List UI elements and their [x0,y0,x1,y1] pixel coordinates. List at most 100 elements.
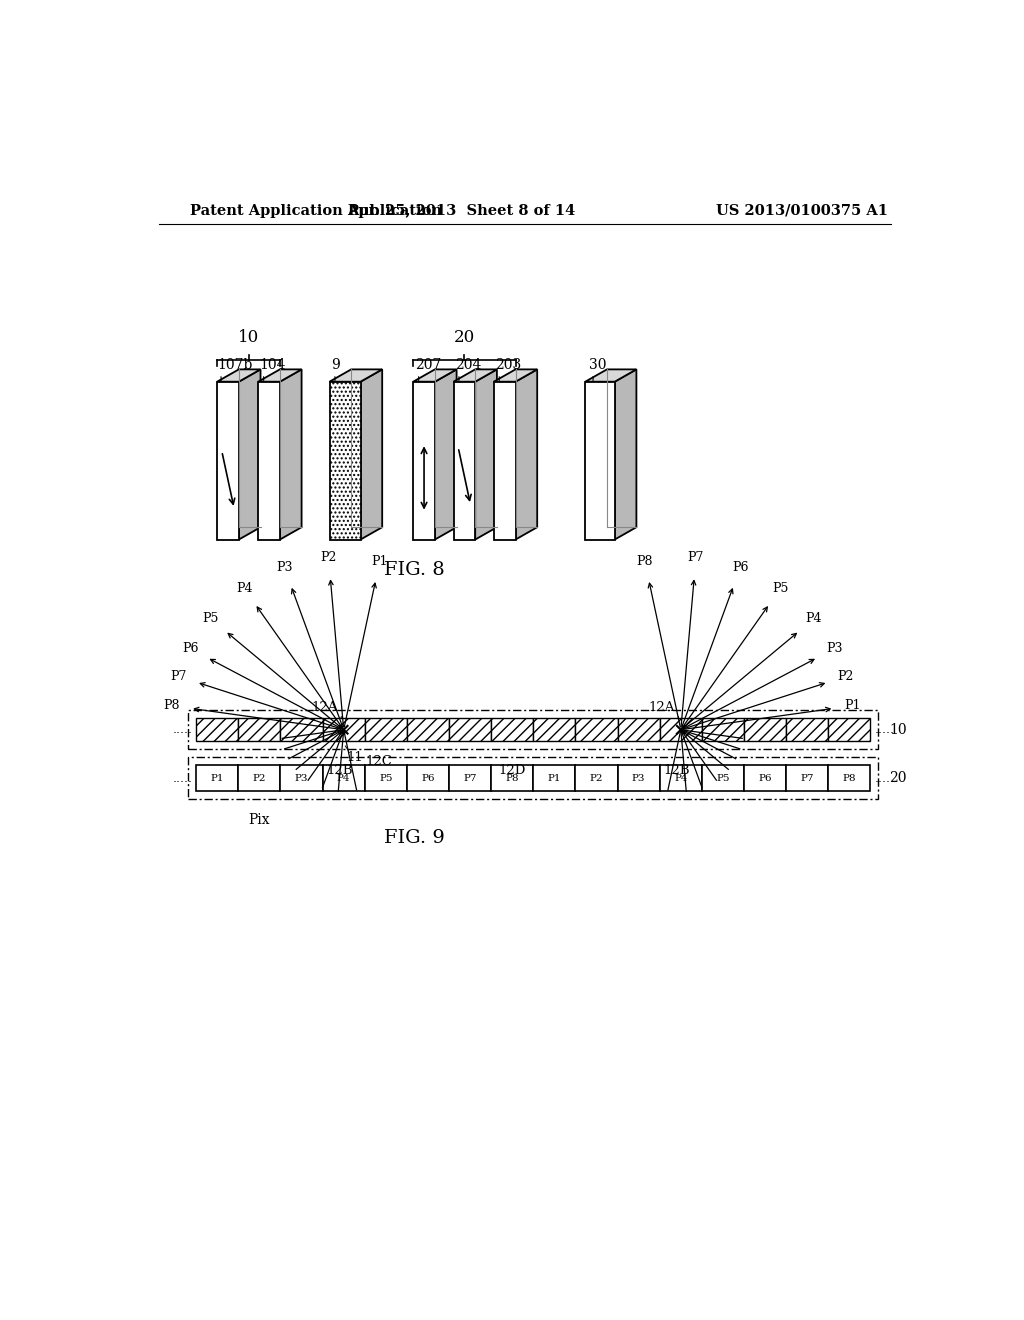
Text: P6: P6 [732,561,749,574]
Text: P7: P7 [464,774,477,783]
Text: Pix: Pix [249,813,270,826]
Text: P8: P8 [637,554,653,568]
Text: P6: P6 [759,774,772,783]
Text: 10: 10 [238,329,259,346]
Text: .....: ..... [874,772,894,785]
Bar [188,758,879,799]
Bar [281,718,323,742]
Text: .....: ..... [172,723,193,737]
Bar [281,766,323,792]
Text: 12B: 12B [664,764,690,777]
Text: P8: P8 [164,700,180,713]
Text: P4: P4 [806,612,822,626]
Text: P1: P1 [372,554,388,568]
Bar [786,766,828,792]
Text: P5: P5 [203,612,219,626]
Text: 12B: 12B [327,764,353,777]
Text: 12A: 12A [311,701,338,714]
Text: FIG. 8: FIG. 8 [384,561,445,579]
Text: P3: P3 [295,774,308,783]
Text: 10: 10 [889,723,906,737]
Polygon shape [435,370,457,540]
Bar [323,718,365,742]
Polygon shape [414,370,457,381]
Bar [407,718,450,742]
Text: P1: P1 [211,774,224,783]
Text: P3: P3 [632,774,645,783]
Text: P8: P8 [843,774,856,783]
Text: P2: P2 [253,774,266,783]
Text: US 2013/0100375 A1: US 2013/0100375 A1 [716,203,888,218]
Text: 12A: 12A [648,701,675,714]
Polygon shape [414,381,435,540]
Bar [701,766,744,792]
Bar [239,766,281,792]
Text: P3: P3 [825,643,843,655]
Text: P1: P1 [548,774,561,783]
Bar [575,718,617,742]
Text: 104: 104 [260,359,287,372]
Polygon shape [494,381,515,540]
Text: P5: P5 [716,774,730,783]
Text: P6: P6 [182,643,199,655]
Polygon shape [494,370,538,381]
Text: P4: P4 [674,774,687,783]
Bar [744,718,786,742]
Bar [786,718,828,742]
Polygon shape [586,370,636,381]
Polygon shape [360,370,382,540]
Bar [659,718,701,742]
Text: P7: P7 [688,552,705,565]
Bar [407,766,450,792]
Text: Apr. 25, 2013  Sheet 8 of 14: Apr. 25, 2013 Sheet 8 of 14 [347,203,575,218]
Text: P8: P8 [506,774,519,783]
Bar [659,766,701,792]
Text: 12D: 12D [499,764,526,777]
Polygon shape [614,370,636,540]
Polygon shape [586,381,614,540]
Bar [197,766,239,792]
Bar [575,766,617,792]
Polygon shape [330,381,360,540]
Text: 107b: 107b [217,359,253,372]
Text: 11: 11 [346,751,362,763]
Bar [701,718,744,742]
Bar [492,718,534,742]
Bar [744,766,786,792]
Polygon shape [280,370,302,540]
Bar [828,718,870,742]
Bar [323,766,365,792]
Bar [365,718,407,742]
Text: FIG. 9: FIG. 9 [384,829,445,846]
Polygon shape [330,370,382,381]
Text: P7: P7 [801,774,814,783]
Bar [450,718,492,742]
Text: P1: P1 [845,700,861,713]
Text: P4: P4 [236,582,252,595]
Text: P3: P3 [276,561,293,574]
Bar [828,766,870,792]
Polygon shape [258,370,302,381]
Text: P5: P5 [379,774,392,783]
Text: .....: ..... [874,723,894,737]
Polygon shape [454,370,497,381]
Text: 20: 20 [889,771,906,785]
Bar [188,710,879,748]
Bar [197,718,239,742]
Text: 9: 9 [331,359,340,372]
Text: P2: P2 [838,671,854,682]
Text: P7: P7 [170,671,186,682]
Text: P4: P4 [337,774,350,783]
Polygon shape [258,381,280,540]
Polygon shape [454,381,475,540]
Text: P2: P2 [590,774,603,783]
Text: 203: 203 [496,359,521,372]
Text: P6: P6 [421,774,435,783]
Bar [365,766,407,792]
Polygon shape [217,381,239,540]
Polygon shape [515,370,538,540]
Polygon shape [239,370,260,540]
Polygon shape [475,370,497,540]
Bar [617,718,659,742]
Text: P5: P5 [772,582,788,595]
